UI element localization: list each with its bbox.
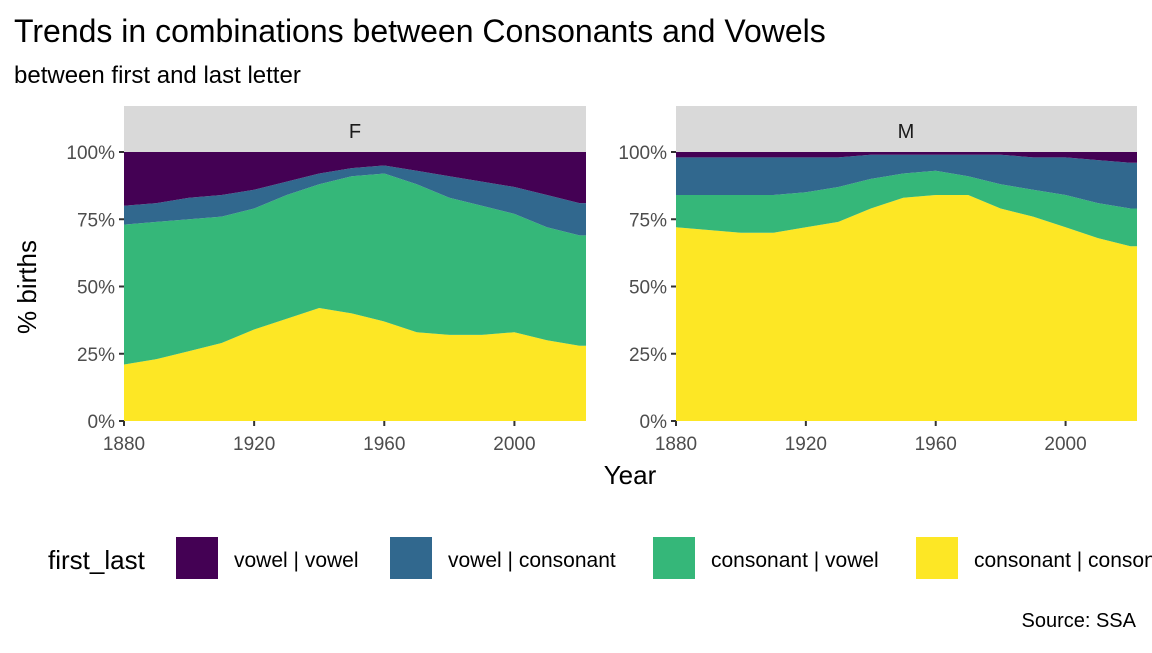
facet-panel-f: F 0% 25% 50% 75% 100% 1880 1920 1960 2000 [66, 106, 586, 455]
y-tick-label: 50% [629, 278, 667, 299]
area-consonant-consonant-f [124, 308, 586, 421]
area-vowel-consonant-f [124, 165, 586, 236]
legend-key-consonant-consonant [916, 537, 958, 579]
x-axis-title: Year [604, 460, 657, 490]
y-tick-label: 0% [640, 412, 668, 433]
area-vowel-vowel-f [124, 152, 586, 206]
legend-label-consonant-consonant: consonant | consonant [974, 549, 1152, 572]
x-tick-label: 1960 [915, 434, 957, 455]
legend-label-vowel-consonant: vowel | consonant [448, 549, 616, 572]
x-tick-label: 2000 [1044, 434, 1086, 455]
y-tick-label: 75% [77, 210, 115, 231]
area-consonant-consonant-m [676, 195, 1137, 421]
y-tick-label: 0% [88, 412, 116, 433]
facet-panel-m: M 0% 25% 50% 75% 100% 1880 1920 1960 2000 [618, 106, 1137, 455]
chart-subtitle: between first and last letter [14, 62, 301, 89]
facet-strip-m [676, 106, 1137, 152]
legend-label-vowel-vowel: vowel | vowel [234, 549, 359, 572]
x-tick-label: 1960 [363, 434, 405, 455]
y-tick-label: 25% [77, 345, 115, 366]
area-vowel-vowel-m [676, 152, 1137, 163]
area-consonant-vowel-f [124, 173, 586, 365]
legend: first_last vowel | vowel vowel | consona… [48, 537, 1152, 579]
y-tick-label: 25% [629, 345, 667, 366]
legend-title: first_last [48, 545, 146, 575]
x-tick-label: 1880 [655, 434, 697, 455]
x-tick-label: 1920 [233, 434, 275, 455]
y-tick-label: 100% [618, 143, 667, 164]
x-axis-f: 1880 1920 1960 2000 [103, 421, 536, 455]
x-tick-label: 1880 [103, 434, 145, 455]
y-tick-label: 75% [629, 210, 667, 231]
y-axis-title: % births [12, 240, 42, 334]
area-consonant-vowel-m [676, 170, 1137, 247]
area-layers-m [676, 152, 1137, 421]
legend-key-consonant-vowel [653, 537, 695, 579]
facet-label-m: M [898, 121, 915, 143]
legend-key-vowel-consonant [390, 537, 432, 579]
area-vowel-consonant-m [676, 154, 1137, 209]
area-layers-f [124, 152, 586, 421]
facet-label-f: F [349, 121, 361, 143]
source-caption: Source: SSA [1021, 610, 1136, 632]
y-tick-label: 100% [66, 143, 115, 164]
chart-title: Trends in combinations between Consonant… [14, 13, 826, 49]
x-tick-label: 1920 [785, 434, 827, 455]
y-axis-f: 0% 25% 50% 75% 100% [66, 143, 124, 433]
legend-key-vowel-vowel [176, 537, 218, 579]
y-axis-m: 0% 25% 50% 75% 100% [618, 143, 676, 433]
legend-label-consonant-vowel: consonant | vowel [711, 549, 879, 572]
y-tick-label: 50% [77, 278, 115, 299]
x-tick-label: 2000 [493, 434, 535, 455]
facet-strip-f [124, 106, 586, 152]
x-axis-m: 1880 1920 1960 2000 [655, 421, 1087, 455]
